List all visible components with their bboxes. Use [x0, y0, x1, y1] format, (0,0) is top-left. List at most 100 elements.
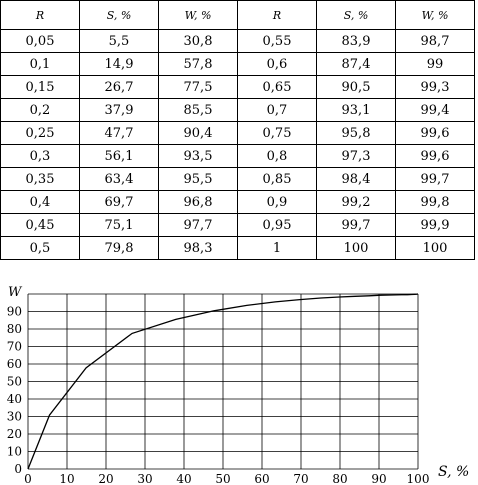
table-cell: 95,8	[316, 121, 396, 145]
table-cell: 85,5	[158, 98, 238, 122]
column-header: W, %	[158, 0, 238, 30]
chart-tick-labels: 0 10 20 30 40 50 60 70 80 90 100010203040506070809…	[7, 305, 430, 485]
table-cell: 97,3	[316, 144, 396, 168]
table-body: 0,05 5,5 30,8 0,55 83,9 98,7 0,1 14,9 57,8 0,6 87,…	[0, 29, 475, 260]
x-tick-label: 40	[176, 472, 191, 485]
table-cell: 0,2	[0, 98, 80, 122]
column-header: W, %	[395, 0, 475, 30]
table-cell: 90,5	[316, 75, 396, 99]
table-cell: 1	[237, 236, 317, 260]
table-row: 0,25 47,7 90,4 0,75 95,8 99,6	[0, 121, 475, 145]
table-cell: 99,3	[395, 75, 475, 99]
table-cell: 0,25	[0, 121, 80, 145]
table-cell: 57,8	[158, 52, 238, 76]
table-cell: 100	[316, 236, 396, 260]
table-cell: 79,8	[79, 236, 159, 260]
y-tick-label: 40	[7, 392, 22, 406]
x-tick-label: 10	[59, 472, 74, 485]
table-row: 0,15 26,7 77,5 0,65 90,5 99,3	[0, 75, 475, 99]
table-row: 0,2 37,9 85,5 0,7 93,1 99,4	[0, 98, 475, 122]
table-cell: 0,9	[237, 190, 317, 214]
table-row: 0,05 5,5 30,8 0,55 83,9 98,7	[0, 29, 475, 53]
y-tick-label: 30	[7, 410, 22, 424]
x-tick-label: 0	[24, 472, 32, 485]
table-cell: 99	[395, 52, 475, 76]
table-cell: 5,5	[79, 29, 159, 53]
y-tick-label: 10	[7, 445, 22, 459]
table-cell: 30,8	[158, 29, 238, 53]
column-header: S, %	[316, 0, 396, 30]
table-cell: 37,9	[79, 98, 159, 122]
y-tick-label: 50	[7, 375, 22, 389]
table-cell: 69,7	[79, 190, 159, 214]
table-cell: 83,9	[316, 29, 396, 53]
line-chart: 0 10 20 30 40 50 60 70 80 90 100010203040506070809…	[7, 285, 470, 485]
table-cell: 77,5	[158, 75, 238, 99]
y-tick-label: 80	[7, 322, 22, 336]
table-cell: 98,3	[158, 236, 238, 260]
table-cell: 26,7	[79, 75, 159, 99]
y-tick-label: 90	[7, 305, 22, 319]
table-cell: 0,6	[237, 52, 317, 76]
table-cell: 95,5	[158, 167, 238, 191]
x-tick-label: 30	[137, 472, 152, 485]
table-row: 0,4 69,7 96,8 0,9 99,2 99,8	[0, 190, 475, 214]
table-cell: 56,1	[79, 144, 159, 168]
table-cell: 99,6	[395, 121, 475, 145]
table-row: 0,35 63,4 95,5 0,85 98,4 99,7	[0, 167, 475, 191]
x-tick-label: 100	[407, 472, 430, 485]
x-tick-label: 90	[371, 472, 386, 485]
table-cell: 0,45	[0, 213, 80, 237]
table-row: 0,45 75,1 97,7 0,95 99,7 99,9	[0, 213, 475, 237]
table-header-row: R S, % W, % R S, % W, %	[0, 0, 475, 30]
x-tick-label: 70	[293, 472, 308, 485]
table-cell: 99,6	[395, 144, 475, 168]
table-cell: 98,4	[316, 167, 396, 191]
table-cell: 97,7	[158, 213, 238, 237]
table-cell: 0,4	[0, 190, 80, 214]
data-table: R S, % W, % R S, % W, % 0,05 5,5 30,8 0,55 83,9 98…	[0, 0, 475, 260]
table-cell: 99,4	[395, 98, 475, 122]
column-header: S, %	[79, 0, 159, 30]
table-row: 0,5 79,8 98,3 1 100 100	[0, 236, 475, 260]
table-cell: 0,05	[0, 29, 80, 53]
series-line	[27, 293, 419, 470]
table-row: 0,1 14,9 57,8 0,6 87,4 99	[0, 52, 475, 76]
table-cell: 0,85	[237, 167, 317, 191]
table-cell: 0,95	[237, 213, 317, 237]
table-cell: 0,35	[0, 167, 80, 191]
table-row: 0,3 56,1 93,5 0,8 97,3 99,6	[0, 144, 475, 168]
table-cell: 0,55	[237, 29, 317, 53]
table-cell: 0,8	[237, 144, 317, 168]
y-tick-label: 70	[7, 340, 22, 354]
table-cell: 0,15	[0, 75, 80, 99]
table-cell: 99,2	[316, 190, 396, 214]
y-tick-label: 60	[7, 357, 22, 371]
table-cell: 0,5	[0, 236, 80, 260]
table-cell: 14,9	[79, 52, 159, 76]
x-tick-label: 50	[215, 472, 230, 485]
table-cell: 99,7	[316, 213, 396, 237]
y-tick-label: 0	[14, 462, 22, 476]
x-tick-label: 60	[254, 472, 269, 485]
table-cell: 0,65	[237, 75, 317, 99]
table-cell: 0,1	[0, 52, 80, 76]
table-cell: 63,4	[79, 167, 159, 191]
column-header: R	[0, 0, 80, 30]
table-cell: 100	[395, 236, 475, 260]
table-cell: 93,1	[316, 98, 396, 122]
x-tick-label: 80	[332, 472, 347, 485]
table-cell: 0,7	[237, 98, 317, 122]
table-cell: 99,8	[395, 190, 475, 214]
y-tick-label: 20	[7, 427, 22, 441]
table-cell: 75,1	[79, 213, 159, 237]
column-header: R	[237, 0, 317, 30]
chart-grid	[27, 293, 419, 470]
table-cell: 99,9	[395, 213, 475, 237]
table-cell: 47,7	[79, 121, 159, 145]
table-cell: 99,7	[395, 167, 475, 191]
y-axis-label: W	[8, 285, 23, 300]
x-axis-label: S, %	[438, 464, 469, 480]
table-cell: 0,75	[237, 121, 317, 145]
table-cell: 93,5	[158, 144, 238, 168]
